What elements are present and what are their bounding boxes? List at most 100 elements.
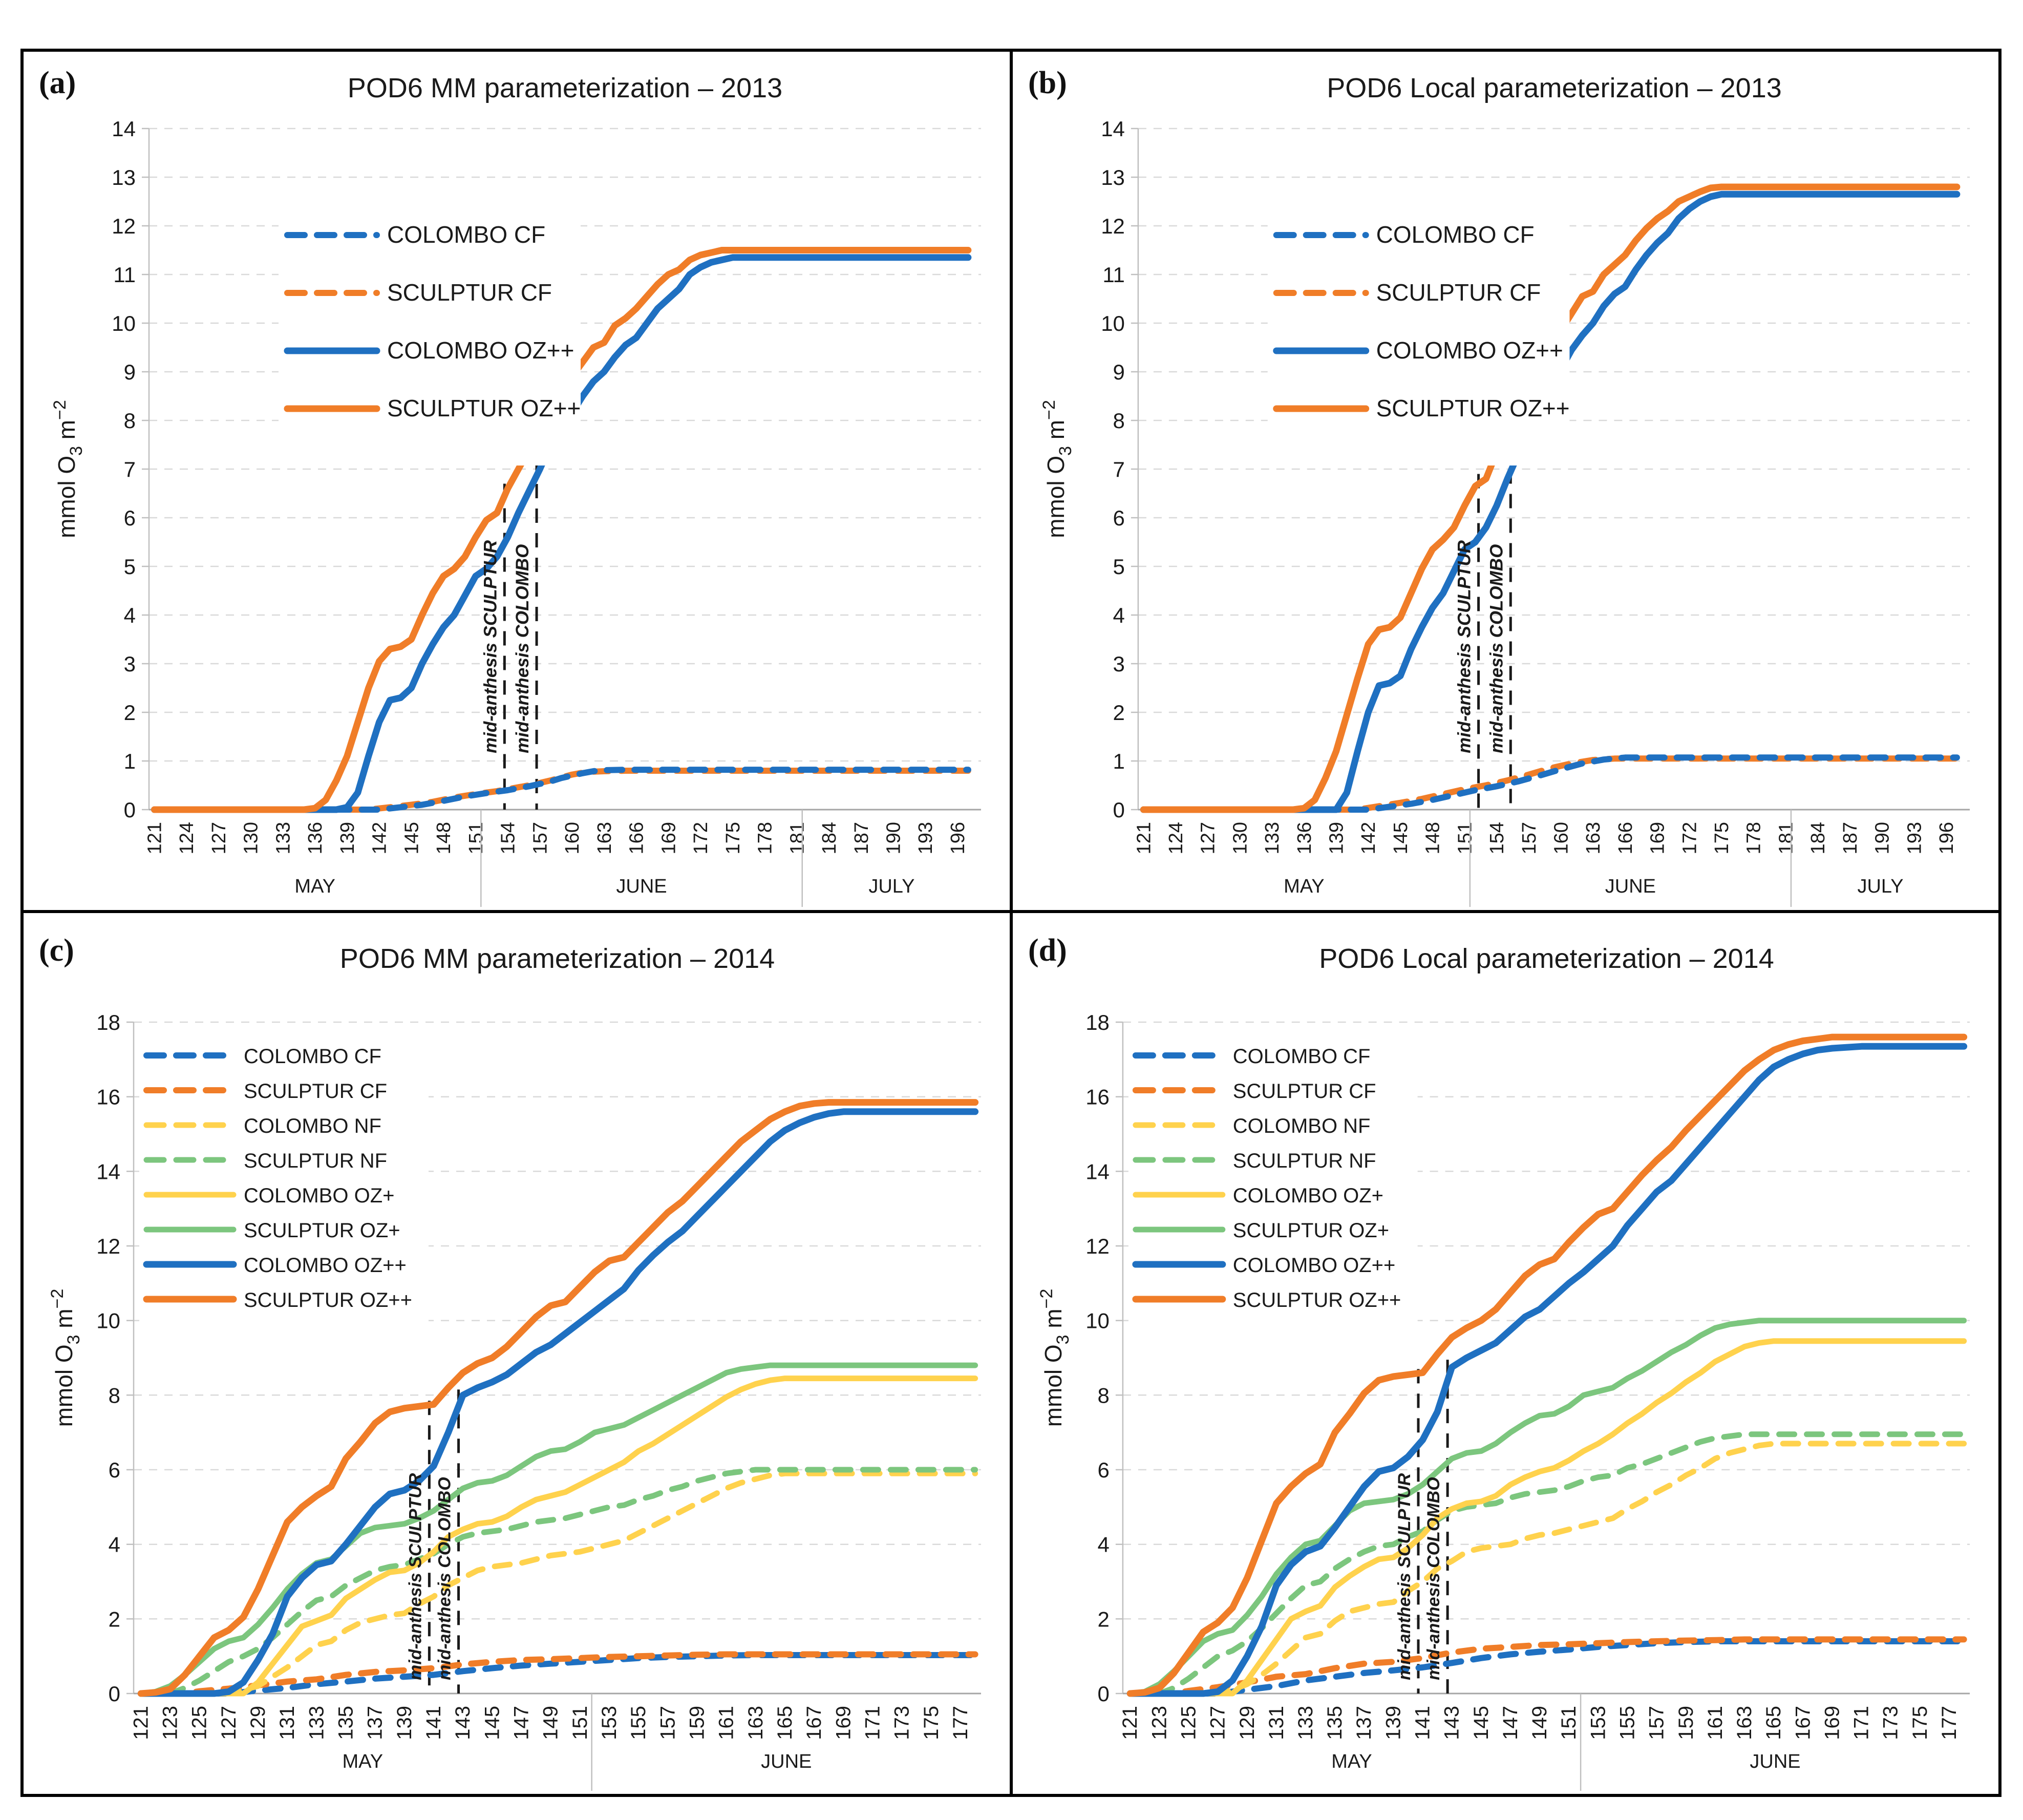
svg-text:157: 157 — [529, 822, 551, 854]
svg-text:163: 163 — [744, 1706, 767, 1740]
panel-title: POD6 MM parameterization – 2014 — [339, 943, 775, 974]
series-sc_ozp — [138, 1362, 978, 1697]
svg-text:0: 0 — [124, 798, 136, 822]
series-co_ozpp — [151, 254, 972, 813]
svg-text:196: 196 — [1936, 822, 1957, 854]
svg-text:mid-anthesis COLOMBO: mid-anthesis COLOMBO — [435, 1477, 455, 1680]
month-band: MAY JUNE JULY — [294, 810, 914, 907]
svg-text:127: 127 — [208, 822, 230, 854]
svg-text:187: 187 — [851, 822, 872, 854]
mid-anthesis-labels: mid-anthesis SCULPTUR mid-anthesis COLOMB… — [1455, 540, 1507, 753]
y-axis-label: mmol O3 m−2 — [50, 400, 86, 538]
svg-text:127: 127 — [1207, 1706, 1229, 1740]
svg-text:167: 167 — [1792, 1706, 1814, 1740]
svg-text:127: 127 — [1198, 822, 1219, 854]
svg-text:MAY: MAY — [1284, 876, 1324, 897]
svg-text:SCULPTUR CF: SCULPTUR CF — [1376, 279, 1541, 306]
svg-text:161: 161 — [1704, 1706, 1727, 1740]
svg-text:161: 161 — [715, 1706, 738, 1740]
svg-text:133: 133 — [272, 822, 294, 854]
svg-text:SCULPTUR OZ+: SCULPTUR OZ+ — [244, 1219, 400, 1242]
svg-text:169: 169 — [832, 1706, 855, 1740]
svg-text:175: 175 — [1909, 1706, 1931, 1740]
series-co_cf — [1140, 754, 1960, 813]
svg-text:0: 0 — [1098, 1682, 1110, 1706]
series-sc_ozpp — [137, 1099, 979, 1697]
svg-text:COLOMBO OZ++: COLOMBO OZ++ — [244, 1254, 407, 1277]
svg-text:12: 12 — [1085, 1234, 1110, 1258]
legend: COLOMBO CF SCULPTUR CF COLOMBO NF SCULPTUR … — [1128, 1032, 1418, 1334]
svg-text:145: 145 — [1470, 1706, 1493, 1740]
svg-text:136: 136 — [1294, 822, 1315, 854]
svg-text:165: 165 — [774, 1706, 796, 1740]
svg-text:JULY: JULY — [1857, 876, 1903, 897]
svg-text:160: 160 — [562, 822, 583, 854]
svg-text:JULY: JULY — [868, 876, 914, 897]
svg-text:142: 142 — [1358, 822, 1379, 854]
panel-b: (b) POD6 Local parameterization – 2013 0… — [1013, 52, 1998, 910]
svg-text:178: 178 — [755, 822, 776, 854]
svg-text:151: 151 — [569, 1706, 591, 1740]
svg-text:18: 18 — [96, 1010, 120, 1034]
series-co_ozp — [138, 1375, 978, 1697]
svg-text:193: 193 — [915, 822, 936, 854]
svg-text:175: 175 — [920, 1706, 943, 1740]
svg-text:172: 172 — [1679, 822, 1700, 854]
svg-text:124: 124 — [1165, 822, 1187, 854]
svg-text:167: 167 — [803, 1706, 825, 1740]
series-co_ozp — [1127, 1338, 1967, 1697]
y-axis-label: mmol O3 m−2 — [1037, 1289, 1073, 1427]
svg-text:8: 8 — [1113, 409, 1125, 433]
svg-text:177: 177 — [949, 1706, 972, 1740]
svg-text:SCULPTUR OZ++: SCULPTUR OZ++ — [244, 1289, 412, 1311]
svg-text:145: 145 — [481, 1706, 503, 1740]
svg-text:COLOMBO CF: COLOMBO CF — [1233, 1045, 1371, 1068]
series-sc_cf — [1140, 755, 1960, 813]
svg-text:143: 143 — [1441, 1706, 1463, 1740]
svg-text:157: 157 — [656, 1706, 679, 1740]
svg-text:9: 9 — [1113, 360, 1125, 384]
svg-text:181: 181 — [1776, 822, 1797, 854]
svg-text:SCULPTUR CF: SCULPTUR CF — [244, 1080, 387, 1103]
svg-text:139: 139 — [393, 1706, 416, 1740]
svg-text:139: 139 — [1382, 1706, 1404, 1740]
svg-text:149: 149 — [540, 1706, 562, 1740]
svg-text:COLOMBO NF: COLOMBO NF — [1233, 1115, 1371, 1137]
x-tick-labels: 121 124 127 130 133 136 139 142 145 148 151 154 157 1… — [144, 822, 969, 854]
month-band: MAY JUNE JULY — [1284, 810, 1904, 907]
series-co_ozpp — [1126, 1043, 1968, 1697]
svg-text:2: 2 — [124, 701, 136, 725]
svg-text:136: 136 — [305, 822, 326, 854]
svg-text:3: 3 — [124, 652, 136, 676]
svg-text:143: 143 — [452, 1706, 474, 1740]
svg-text:135: 135 — [335, 1706, 357, 1740]
svg-text:137: 137 — [1353, 1706, 1375, 1740]
svg-text:154: 154 — [498, 822, 519, 854]
svg-text:147: 147 — [1499, 1706, 1522, 1740]
svg-text:6: 6 — [1113, 506, 1125, 530]
svg-text:155: 155 — [627, 1706, 650, 1740]
svg-text:137: 137 — [364, 1706, 387, 1740]
series-sc_cf — [138, 1651, 978, 1697]
svg-text:mid-anthesis COLOMBO: mid-anthesis COLOMBO — [1424, 1477, 1443, 1680]
svg-text:7: 7 — [1113, 457, 1125, 481]
svg-text:JUNE: JUNE — [616, 876, 667, 897]
svg-text:MAY: MAY — [294, 876, 335, 897]
svg-text:175: 175 — [1711, 822, 1733, 854]
svg-text:153: 153 — [598, 1706, 621, 1740]
svg-text:2: 2 — [1113, 701, 1125, 725]
svg-text:SCULPTUR OZ++: SCULPTUR OZ++ — [1233, 1289, 1401, 1311]
svg-text:125: 125 — [188, 1706, 211, 1740]
svg-text:172: 172 — [690, 822, 712, 854]
svg-text:133: 133 — [1262, 822, 1283, 854]
svg-text:6: 6 — [109, 1458, 120, 1482]
panel-d: (d) POD6 Local parameterization – 2014 0… — [1013, 913, 1998, 1794]
svg-text:169: 169 — [1647, 822, 1669, 854]
svg-text:173: 173 — [1880, 1706, 1902, 1740]
svg-text:COLOMBO CF: COLOMBO CF — [244, 1045, 381, 1068]
svg-text:177: 177 — [1938, 1706, 1961, 1740]
mid-anthesis-labels: mid-anthesis SCULPTUR mid-anthesis COLOMB… — [1395, 1473, 1443, 1680]
legend: COLOMBO CF SCULPTUR CF COLOMBO OZ++ SCULPTU… — [279, 204, 581, 465]
